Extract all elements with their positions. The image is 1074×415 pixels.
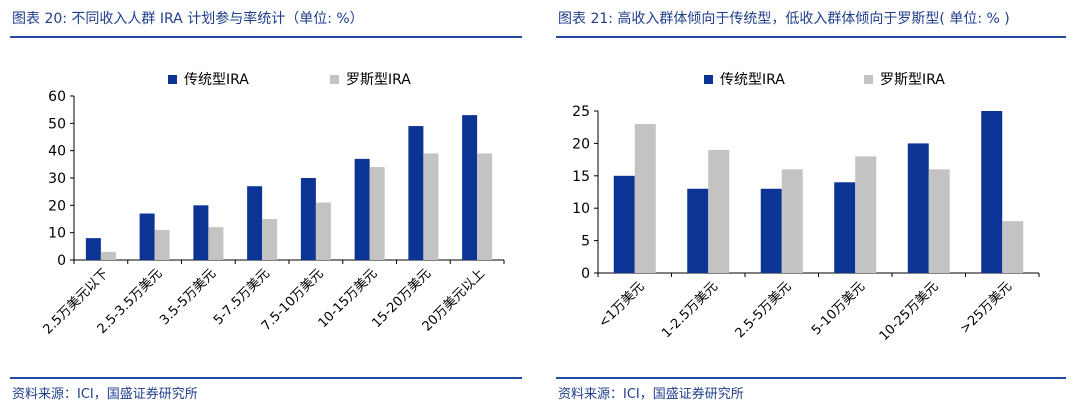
bar-traditional bbox=[687, 188, 709, 273]
y-tick-label: 60 bbox=[48, 89, 66, 105]
bar-traditional bbox=[834, 182, 856, 273]
y-tick-label: 20 bbox=[48, 198, 66, 214]
chart-title-left: 图表 20: 不同收入人群 IRA 计划参与率统计（单位: %） bbox=[12, 11, 364, 27]
legend-swatch-traditional bbox=[168, 75, 177, 84]
bar-traditional bbox=[85, 238, 101, 260]
y-tick-label: 25 bbox=[572, 104, 590, 120]
bar-roth bbox=[154, 229, 170, 260]
y-tick-label: 15 bbox=[572, 169, 590, 185]
bar-roth bbox=[423, 153, 439, 260]
bar-traditional bbox=[760, 188, 782, 273]
x-category-label: 2.5-5万美元 bbox=[733, 279, 795, 341]
bar-roth bbox=[855, 156, 877, 273]
bar-traditional bbox=[981, 111, 1003, 273]
y-tick-label: 10 bbox=[48, 226, 66, 242]
bar-traditional bbox=[247, 186, 263, 260]
y-tick-label: 50 bbox=[48, 116, 66, 132]
legend-swatch-roth bbox=[330, 75, 339, 84]
x-category-label: >25万美元 bbox=[957, 279, 1015, 337]
legend-swatch-roth bbox=[864, 75, 873, 84]
chart-panel-left: 图表 20: 不同收入人群 IRA 计划参与率统计（单位: %） 0 10 20 30… bbox=[0, 0, 530, 415]
legend-swatch-traditional bbox=[704, 75, 713, 84]
bar-traditional bbox=[354, 158, 370, 260]
x-category-label: 3.5-5万美元 bbox=[157, 266, 219, 328]
bar-roth bbox=[100, 251, 116, 260]
x-category-label: <1万美元 bbox=[596, 279, 648, 331]
y-tick-label: 0 bbox=[581, 266, 590, 282]
chart-panel-right: 图表 21: 高收入群体倾向于传统型，低收入群体倾向于罗斯型( 单位: % ) … bbox=[546, 0, 1074, 415]
bar-traditional bbox=[613, 175, 635, 273]
x-category-label: 1-2.5万美元 bbox=[659, 279, 721, 341]
bar-chart-left: 01020304050602.5万美元以下2.5-3.5万美元3.5-5万美元5… bbox=[41, 72, 505, 337]
bar-traditional bbox=[462, 115, 478, 260]
bar-traditional bbox=[907, 143, 929, 273]
y-tick-label: 40 bbox=[48, 144, 66, 160]
bar-roth bbox=[477, 153, 493, 260]
bar-roth bbox=[315, 202, 331, 260]
bar-roth bbox=[708, 149, 730, 273]
source-rule-right bbox=[556, 377, 1066, 379]
legend-label-traditional: 传统型IRA bbox=[184, 72, 249, 88]
chart-title-right: 图表 21: 高收入群体倾向于传统型，低收入群体倾向于罗斯型( 单位: % ) bbox=[558, 11, 1010, 27]
source-note-left: 资料来源：ICI，国盛证券研究所 bbox=[12, 387, 198, 402]
legend-label-traditional: 传统型IRA bbox=[720, 72, 785, 88]
bar-roth bbox=[1002, 221, 1024, 273]
x-category-label: 5-10万美元 bbox=[809, 279, 868, 338]
bar-traditional bbox=[193, 205, 209, 260]
bar-roth bbox=[208, 227, 224, 260]
y-tick-label: 0 bbox=[57, 253, 66, 269]
bar-traditional bbox=[139, 213, 155, 260]
title-rule-right bbox=[556, 36, 1066, 38]
y-tick-label: 10 bbox=[572, 201, 590, 217]
source-rule-left bbox=[10, 377, 522, 379]
bar-roth bbox=[369, 167, 385, 260]
legend-label-roth: 罗斯型IRA bbox=[346, 72, 411, 88]
y-tick-label: 20 bbox=[572, 136, 590, 152]
bar-roth bbox=[781, 169, 803, 273]
bar-roth bbox=[262, 219, 278, 260]
y-tick-label: 5 bbox=[581, 234, 590, 250]
source-note-right: 资料来源：ICI，国盛证券研究所 bbox=[558, 387, 744, 402]
bar-traditional bbox=[300, 178, 316, 260]
x-category-label: 10-25万美元 bbox=[877, 279, 942, 344]
y-tick-label: 30 bbox=[48, 171, 66, 187]
bar-roth bbox=[928, 169, 950, 273]
legend-label-roth: 罗斯型IRA bbox=[880, 72, 945, 88]
bar-roth bbox=[634, 123, 656, 274]
bar-traditional bbox=[408, 126, 424, 260]
bar-chart-right: 0 5 10 15 20 25 <1万美元 1-2.5万美元 2.5-5万美元 5-10万美元 10… bbox=[572, 72, 1040, 344]
title-rule-left bbox=[10, 36, 522, 38]
